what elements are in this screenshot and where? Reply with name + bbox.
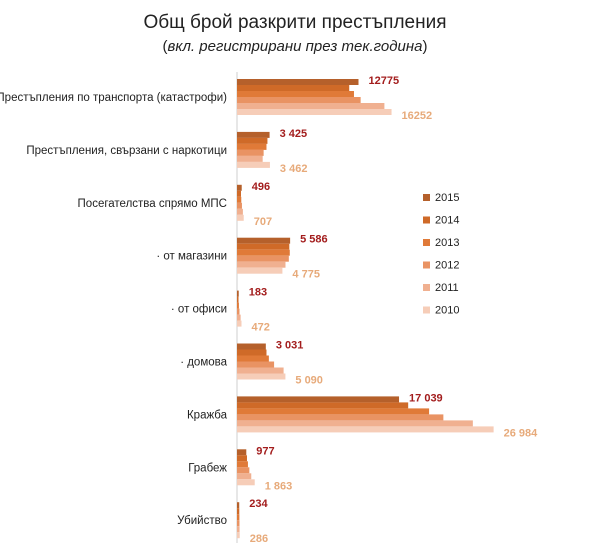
bar-2010 (237, 267, 283, 274)
chart-title: Общ брой разкрити престъпления (143, 12, 447, 33)
bar-2014 (237, 455, 247, 462)
bar-2011 (237, 473, 252, 480)
bar-2015 (237, 184, 242, 191)
category-label: Грабеж (188, 462, 227, 474)
legend-label-2013: 2013 (435, 237, 459, 249)
bar-2013 (237, 249, 290, 256)
bar-2011 (237, 103, 385, 109)
bar-2010 (237, 161, 270, 168)
legend-label-2014: 2014 (435, 215, 459, 227)
chart-subtitle: (вкл. регистрирани през тек.година) (162, 38, 428, 55)
category-label: Кражба (187, 409, 228, 421)
data-label-2015: 5 586 (300, 234, 328, 246)
bar-2013 (237, 514, 240, 521)
category-label: Престъпления, свързани с наркотици (26, 145, 227, 157)
bar-2012 (237, 520, 240, 527)
bar-2014 (237, 190, 241, 197)
bar-2011 (237, 155, 263, 162)
bar-2014 (237, 296, 239, 303)
data-label-2010: 5 090 (295, 375, 323, 387)
data-label-2015: 234 (249, 498, 268, 510)
category-label: Престъпления по транспорта (катастрофи) (0, 92, 227, 104)
bar-2010 (237, 373, 286, 380)
data-label-2010: 1 863 (265, 480, 293, 492)
bar-2013 (237, 408, 430, 415)
bar-2014 (237, 85, 350, 91)
data-label-2015: 17 039 (409, 392, 443, 404)
bar-2012 (237, 308, 240, 315)
bar-2012 (237, 414, 444, 421)
legend-swatch-2010 (423, 306, 430, 314)
data-label-2015: 3 425 (280, 128, 308, 140)
bar-2011 (237, 208, 243, 215)
legend-swatch-2012 (423, 261, 430, 269)
bar-2015 (237, 79, 359, 85)
category-label: Убийство (177, 515, 227, 527)
bar-2015 (237, 502, 240, 509)
data-label-2015: 183 (249, 287, 267, 299)
bar-2015 (237, 449, 247, 456)
bar-2013 (237, 461, 248, 468)
bar-2011 (237, 420, 473, 427)
bar-2012 (237, 149, 264, 156)
bar-2010 (237, 479, 255, 486)
bar-2012 (237, 255, 289, 262)
bar-2012 (237, 202, 242, 209)
category-label: · от магазини (156, 251, 227, 263)
bar-2012 (237, 467, 250, 474)
legend-swatch-2011 (423, 284, 430, 291)
data-label-2010: 3 462 (280, 163, 308, 175)
legend-swatch-2014 (423, 216, 430, 224)
bar-2011 (237, 526, 240, 533)
bar-2015 (237, 131, 270, 138)
bar-2010 (237, 426, 494, 433)
data-label-2015: 12775 (368, 75, 399, 87)
bar-2010 (237, 532, 240, 539)
legend-label-2011: 2011 (435, 282, 459, 294)
bar-2015 (237, 237, 291, 244)
bar-2010 (237, 109, 392, 115)
category-label: · домова (180, 357, 227, 369)
bar-2015 (237, 343, 266, 350)
bar-2015 (237, 290, 239, 297)
legend-label-2012: 2012 (435, 260, 459, 272)
chart-subtitle-text: вкл. регистрирани през тек.година (167, 38, 423, 55)
bar-2014 (237, 402, 409, 409)
legend-swatch-2015 (423, 194, 430, 201)
bar-2012 (237, 97, 361, 103)
data-label-2015: 3 031 (276, 340, 304, 352)
legend-swatch-2013 (423, 239, 430, 246)
data-label-2015: 977 (256, 445, 274, 457)
data-label-2010: 286 (250, 533, 268, 545)
bar-2011 (237, 314, 241, 321)
bar-2010 (237, 320, 242, 327)
legend-label-2010: 2010 (435, 305, 459, 317)
bar-2014 (237, 243, 290, 250)
data-label-2015: 496 (252, 181, 270, 193)
bar-2011 (237, 367, 284, 374)
data-label-2010: 707 (254, 216, 272, 228)
bar-2011 (237, 261, 286, 268)
bar-2012 (237, 361, 275, 368)
bar-2014 (237, 349, 267, 356)
legend-label-2015: 2015 (435, 192, 459, 204)
category-label: · от офиси (171, 304, 227, 316)
data-label-2010: 4 775 (292, 269, 320, 281)
bar-2013 (237, 91, 354, 97)
bar-2013 (237, 355, 269, 362)
category-label: Посегателства спрямо МПС (78, 198, 227, 210)
bar-2013 (237, 302, 239, 309)
bar-2014 (237, 508, 240, 515)
data-label-2010: 26 984 (504, 427, 539, 439)
bar-2010 (237, 214, 244, 221)
bar-2015 (237, 396, 400, 403)
bar-2014 (237, 137, 268, 144)
bar-2013 (237, 143, 267, 150)
bar-2013 (237, 196, 242, 203)
data-label-2010: 16252 (402, 110, 433, 122)
data-label-2010: 472 (251, 322, 269, 334)
